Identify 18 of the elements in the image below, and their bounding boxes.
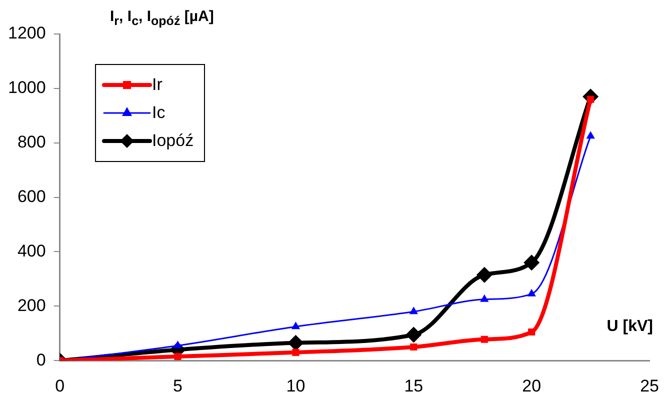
x-tick-label: 25: [640, 376, 660, 396]
y-tick-label: 1200: [8, 24, 46, 43]
x-tick-label: 0: [55, 376, 65, 396]
legend-label: Ic: [152, 103, 166, 123]
y-tick-label: 0: [36, 350, 46, 370]
x-tick-label: 20: [522, 376, 542, 396]
x-tick-label: 10: [286, 376, 306, 396]
x-tick-label: 5: [173, 376, 182, 396]
y-tick-label: 400: [17, 241, 46, 260]
x-axis-title: U [kV]: [606, 318, 653, 336]
y-tick-label: 1000: [8, 78, 46, 98]
y-tick-label: 200: [17, 296, 46, 315]
x-tick-label: 15: [404, 376, 424, 396]
legend-label: Iopóź: [152, 131, 194, 151]
legend-label: Ir: [152, 75, 162, 95]
y-tick-label: 600: [17, 186, 46, 206]
y-tick-label: 800: [17, 132, 46, 152]
y-axis-title: I$_{r}$, I$_{c}$, I$_{opóź}$ [µA]: [110, 8, 214, 28]
